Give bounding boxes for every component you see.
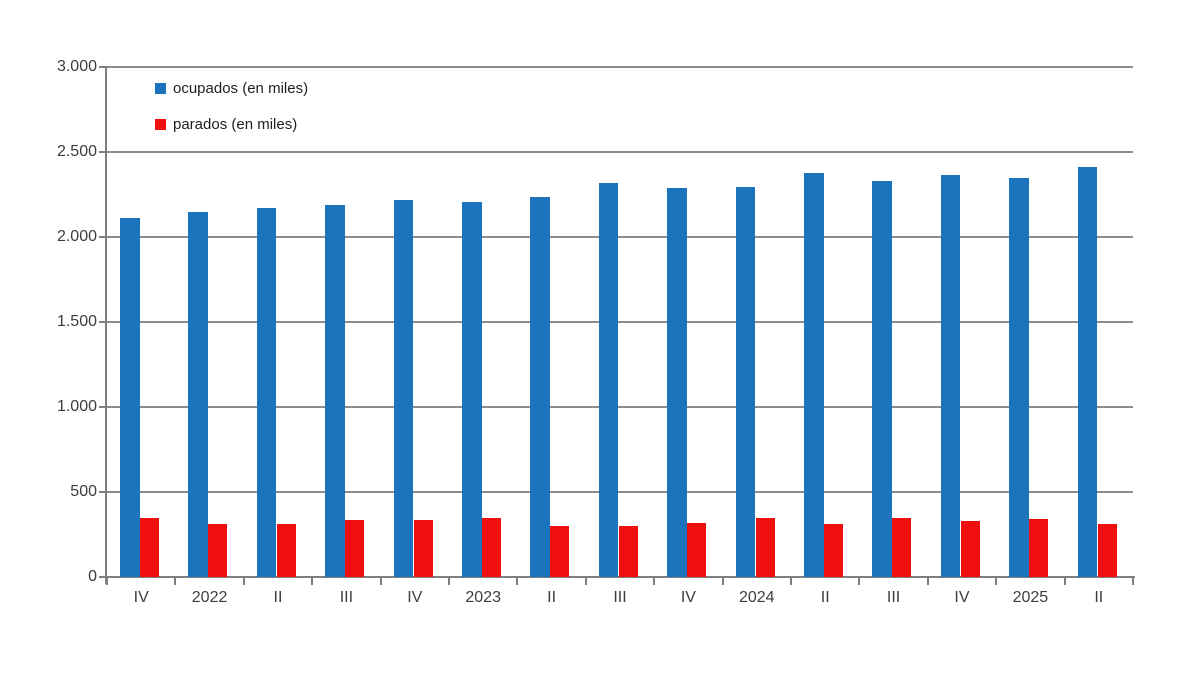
x-axis-tick <box>379 578 382 585</box>
x-axis-tick <box>106 578 108 585</box>
bar-ocupados <box>393 200 414 577</box>
x-axis-tick <box>584 578 587 585</box>
bar-ocupados <box>598 182 619 577</box>
y-tick-label: 0 <box>88 568 97 585</box>
x-axis-tick <box>1132 578 1134 585</box>
bar-parados <box>276 524 296 577</box>
bar-ocupados <box>530 197 550 577</box>
x-axis-tick <box>174 578 177 585</box>
y-axis-tick <box>99 576 107 578</box>
y-axis-tick <box>99 66 107 68</box>
y-tick-label: 3.000 <box>56 58 97 75</box>
x-axis-tick <box>721 578 724 585</box>
y-axis-line <box>105 67 107 584</box>
bar-ocupados <box>804 173 824 577</box>
gridline <box>107 491 1133 493</box>
legend-swatch-parados-icon <box>155 118 166 130</box>
x-axis-tick <box>516 578 519 585</box>
y-tick-label: 1.500 <box>56 313 97 330</box>
x-tick-label: 2024 <box>738 589 775 606</box>
x-tick-label: 2023 <box>465 589 501 606</box>
bar-parados <box>345 520 365 577</box>
bar-parados <box>892 518 912 577</box>
bar-parados <box>550 526 570 577</box>
bar-parados <box>208 524 228 577</box>
legend-item-parados: parados (en miles) <box>155 114 308 134</box>
bar-ocupados <box>325 204 345 577</box>
legend-label-ocupados: ocupados (en miles) <box>173 79 309 97</box>
x-tick-label: IV <box>680 589 696 606</box>
x-axis-line <box>105 576 1135 578</box>
x-axis-tick <box>1063 578 1066 585</box>
gridline <box>107 236 1133 238</box>
bar-parados <box>960 520 980 577</box>
x-tick-label: III <box>613 589 627 606</box>
bar-ocupados <box>188 211 208 577</box>
x-axis-tick <box>653 578 656 585</box>
x-tick-label: II <box>820 589 830 606</box>
bar-ocupados <box>735 186 756 577</box>
x-tick-label: III <box>339 589 354 606</box>
y-axis-tick <box>99 151 107 153</box>
y-axis-tick <box>99 236 107 238</box>
y-tick-label: 500 <box>70 483 97 500</box>
x-tick-label: IV <box>133 589 149 606</box>
bar-parados <box>140 517 159 577</box>
bar-parados <box>824 524 843 577</box>
x-axis-tick <box>858 578 861 585</box>
y-axis-tick <box>99 491 107 493</box>
x-tick-label: 2022 <box>191 589 228 606</box>
gridline <box>107 151 1133 153</box>
bar-ocupados <box>1077 167 1098 577</box>
bar-parados <box>755 517 775 577</box>
gridline <box>107 406 1133 408</box>
x-axis-tick <box>311 578 314 585</box>
bar-ocupados <box>256 208 277 577</box>
bar-ocupados <box>872 180 892 577</box>
bar-parados <box>482 518 501 577</box>
legend: ocupados (en miles) parados (en miles) <box>155 78 308 150</box>
bar-ocupados <box>940 174 961 577</box>
bar-ocupados <box>667 187 687 577</box>
x-tick-label: III <box>886 589 901 606</box>
legend-swatch-ocupados-icon <box>155 82 166 94</box>
x-tick-label: II <box>547 589 557 606</box>
x-axis-tick <box>926 578 929 585</box>
y-axis-tick <box>99 321 107 323</box>
x-axis-tick <box>448 578 450 585</box>
x-axis-tick <box>790 578 792 585</box>
gridline <box>107 66 1133 68</box>
legend-item-ocupados: ocupados (en miles) <box>155 78 308 98</box>
x-tick-label: IV <box>407 589 423 606</box>
bar-ocupados <box>1009 177 1029 577</box>
x-tick-label: IV <box>954 589 970 606</box>
y-axis-tick <box>99 406 107 408</box>
x-tick-label: II <box>273 589 283 606</box>
y-tick-label: 2.000 <box>56 228 97 245</box>
bar-parados <box>1029 519 1049 577</box>
bar-parados <box>618 526 638 577</box>
legend-label-parados: parados (en miles) <box>173 115 298 133</box>
x-axis-tick <box>995 578 998 585</box>
y-tick-label: 1.000 <box>56 398 97 415</box>
x-axis-tick <box>242 578 245 585</box>
bar-parados <box>687 522 707 577</box>
gridline <box>107 321 1133 323</box>
bar-parados <box>413 520 433 577</box>
x-tick-label: 2025 <box>1012 589 1049 606</box>
bar-ocupados <box>120 218 140 577</box>
y-tick-label: 2.500 <box>56 143 97 160</box>
bar-parados <box>1097 524 1117 577</box>
bar-ocupados <box>462 202 482 577</box>
x-tick-label: II <box>1094 589 1104 606</box>
